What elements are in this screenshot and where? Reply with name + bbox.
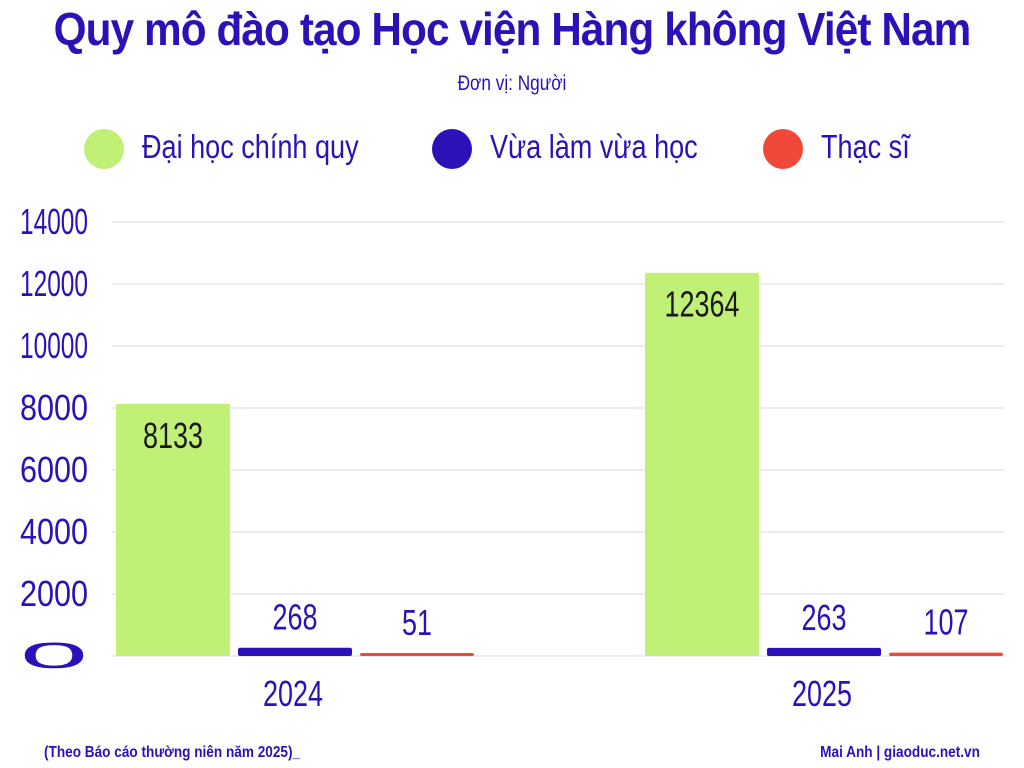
bar-value-label: 12364	[665, 284, 740, 325]
x-axis-ticks: 2024 2025	[263, 673, 852, 714]
legend-label: Thạc sĩ	[821, 128, 910, 165]
bar	[889, 652, 1003, 656]
data-labels: 8133 268 51 12364 263 107	[143, 284, 969, 643]
legend-label: Vừa làm vừa học	[490, 128, 698, 165]
bar	[238, 647, 352, 656]
y-tick-label: 8000	[20, 387, 88, 428]
source-note: (Theo Báo cáo thường niên năm 2025)_	[44, 744, 301, 761]
legend-swatch	[84, 129, 124, 169]
y-tick-label: 4000	[20, 511, 88, 552]
legend-swatch	[763, 129, 803, 169]
bar-value-label: 51	[402, 602, 432, 643]
y-tick-label: 2000	[20, 573, 88, 614]
legend-swatch	[432, 129, 472, 169]
gridlines	[112, 221, 1004, 657]
bar	[767, 647, 881, 656]
bar	[360, 653, 474, 656]
x-tick-label: 2024	[263, 673, 323, 714]
bar	[645, 272, 759, 656]
credit-note: Mai Anh | giaoduc.net.vn	[820, 744, 980, 761]
legend-label: Đại học chính quy	[142, 128, 359, 165]
chart-title: Quy mô đào tạo Học viện Hàng không Việt …	[53, 3, 972, 55]
bar	[116, 403, 230, 656]
x-tick-label: 2025	[792, 673, 852, 714]
bar-value-label: 263	[802, 597, 847, 638]
y-tick-label: 0	[20, 635, 88, 676]
y-axis-ticks: 0 2000 4000 6000 8000 10000 12000 14000	[20, 201, 88, 676]
y-tick-label: 6000	[20, 449, 88, 490]
y-tick-label: 12000	[20, 263, 88, 304]
y-tick-label: 14000	[20, 201, 88, 242]
y-tick-label: 10000	[20, 325, 88, 366]
bars	[116, 272, 1003, 656]
bar-value-label: 268	[273, 597, 318, 638]
chart-subtitle: Đơn vị: Người	[457, 72, 567, 95]
bar-value-label: 107	[924, 602, 969, 643]
bar-value-label: 8133	[143, 415, 203, 456]
